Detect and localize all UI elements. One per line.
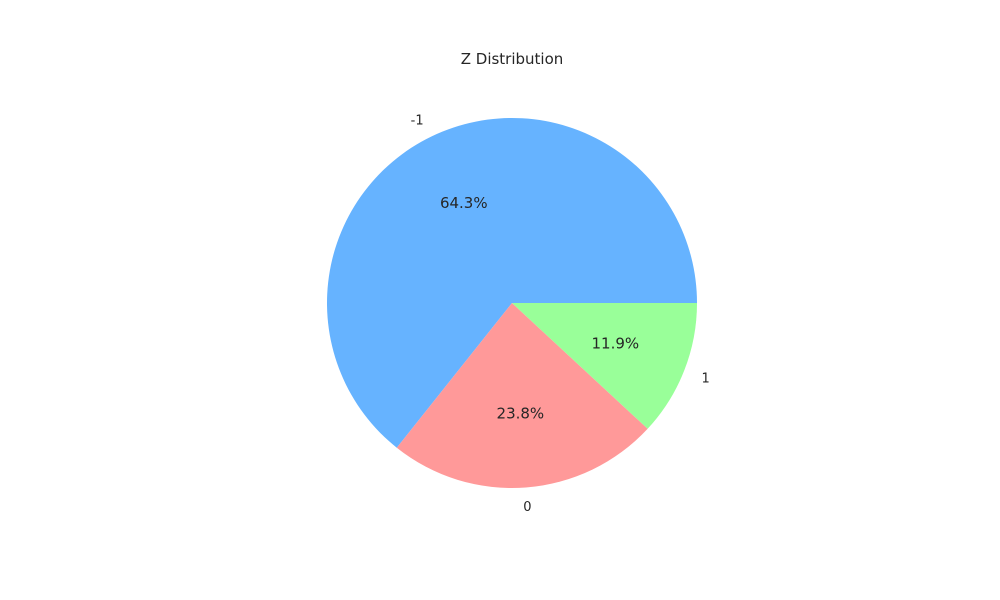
pie-slices [326,117,697,488]
slice-category-label: 0 [523,500,531,515]
slice-percent-label: 11.9% [592,335,640,353]
pie-labels: -1 64.3% 0 23.8% 1 11.9% [411,114,710,515]
pie-slice--1 [326,117,697,448]
slice-percent-label: 64.3% [440,194,488,212]
pie-slice-0 [396,303,648,488]
slice-percent-label: 23.8% [497,405,545,423]
pie-slice-1 [512,303,697,429]
chart-title: Z Distribution [461,50,564,68]
slice-category-label: -1 [411,114,424,129]
slice-category-label: 1 [701,371,709,386]
